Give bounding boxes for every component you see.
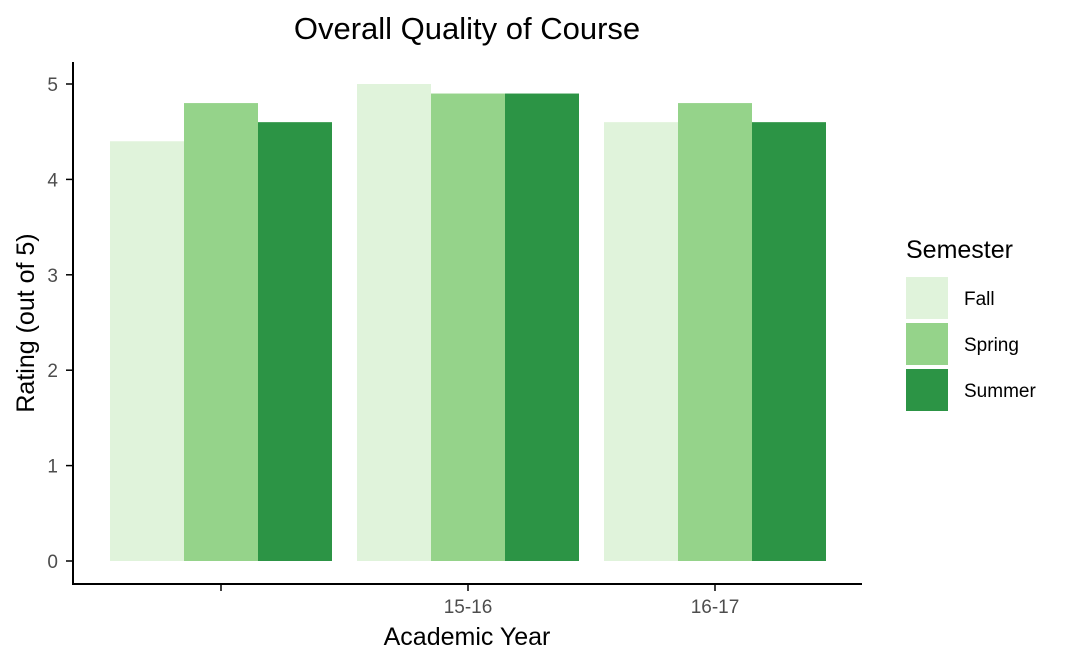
legend-label-summer: Summer bbox=[964, 381, 1036, 402]
bar-spring bbox=[678, 103, 752, 561]
bar-fall bbox=[110, 141, 184, 562]
legend-label-spring: Spring bbox=[964, 335, 1019, 356]
bar-summer bbox=[258, 122, 332, 561]
legend-title: Semester bbox=[906, 236, 1013, 264]
y-axis-title: Rating (out of 5) bbox=[12, 233, 40, 412]
legend-swatch-summer bbox=[906, 369, 948, 411]
y-axis-ticks: 0 1 2 3 4 5 bbox=[47, 75, 73, 573]
bar-fall bbox=[604, 122, 678, 561]
bar-spring bbox=[431, 93, 505, 561]
chart-title: Overall Quality of Course bbox=[294, 11, 640, 46]
bar-summer bbox=[752, 122, 826, 561]
x-axis-ticks: 15-16 16-17 bbox=[220, 584, 740, 618]
y-tick-label: 3 bbox=[47, 266, 58, 287]
y-tick-label: 1 bbox=[47, 457, 58, 478]
bar-fall bbox=[357, 84, 431, 561]
legend: Semester Fall Spring Summer bbox=[906, 236, 1036, 411]
x-axis-title: Academic Year bbox=[384, 623, 551, 651]
plot-area bbox=[110, 84, 826, 562]
bar-summer bbox=[505, 93, 579, 561]
y-tick-label: 2 bbox=[47, 361, 58, 382]
legend-swatch-spring bbox=[906, 323, 948, 365]
bar-spring bbox=[184, 103, 258, 561]
y-tick-label: 0 bbox=[47, 552, 58, 573]
x-tick-label: 15-16 bbox=[444, 597, 493, 618]
y-tick-label: 4 bbox=[47, 170, 58, 191]
x-tick-label: 16-17 bbox=[691, 597, 740, 618]
legend-label-fall: Fall bbox=[964, 289, 995, 310]
y-tick-label: 5 bbox=[47, 75, 58, 96]
legend-swatch-fall bbox=[906, 277, 948, 319]
